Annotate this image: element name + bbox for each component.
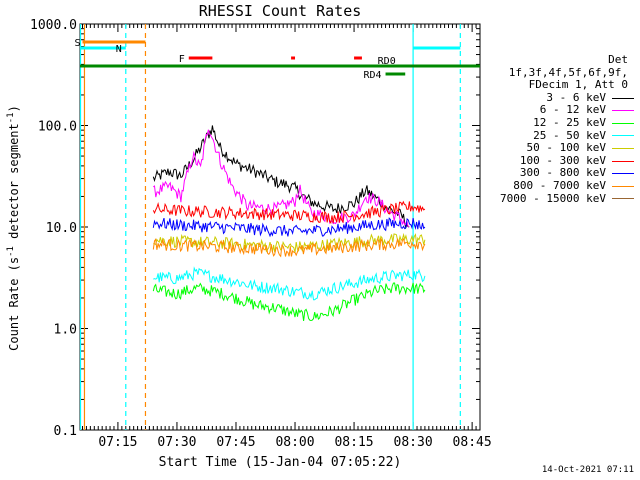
legend-swatch [612,198,634,200]
y-axis-label-part: detector segment [7,123,21,246]
legend-label: 3 - 6 keV [546,90,606,104]
y-tick-label: 10.0 [46,221,77,236]
y-axis-label-exponent: -1 [6,112,16,123]
x-tick-label: 08:00 [275,435,314,450]
series-line [153,129,410,228]
legend-entry: 7000 - 15000 keV [484,191,634,206]
y-axis-label-part: ) [7,105,21,112]
y-axis-label: Count Rate (s-1 detector segment-1) [6,105,21,351]
y-tick-label: 1000.0 [30,18,77,33]
series-line [152,125,410,230]
legend-swatch [612,185,634,187]
legend-swatch [612,110,634,112]
legend-swatch [612,147,634,149]
flag-label: RD0 [378,56,396,67]
legend-swatch [612,173,634,175]
legend-label: 800 - 7000 keV [513,178,606,192]
legend-entry: 800 - 7000 keV [484,178,634,193]
legend-entry: 300 - 800 keV [484,167,634,180]
y-tick-label: 100.0 [38,120,77,135]
legend-label: 7000 - 15000 keV [500,191,606,205]
legend-swatch [612,160,634,162]
flag-label: S [74,38,80,49]
legend-label: 25 - 50 keV [533,128,606,142]
series-line [152,200,426,225]
series-lines [152,125,426,322]
x-tick-label: 07:45 [216,435,255,450]
flag-bars: S N F RD0 RD4 [74,38,480,81]
legend-label: 300 - 800 keV [519,166,606,180]
y-tick-label: 0.1 [54,424,77,439]
series-line [152,282,426,322]
vertical-markers [79,24,461,430]
legend-entry: 12 - 25 keV [484,115,634,130]
x-tick-label: 08:30 [394,435,433,450]
legend-entry: 100 - 300 keV [484,153,634,168]
series-line [152,217,426,238]
legend-swatch [612,122,634,124]
legend-swatch [612,97,634,99]
legend-label: 100 - 300 keV [519,153,606,167]
legend-entries: 3 - 6 keV 6 - 12 keV 12 - 25 keV 25 - 50 ke… [484,90,634,206]
x-tick-label: 07:30 [157,435,196,450]
legend-header-line: FDecim 1, Att 0 [528,78,628,92]
series-line [153,266,426,301]
legend-swatch [612,135,634,137]
x-axis-label: Start Time (15-Jan-04 07:05:22) [159,455,402,470]
series-line [152,237,426,258]
flag-label: RD4 [363,70,381,81]
legend-entry: 3 - 6 keV [484,90,634,105]
legend: Det 1f,3f,4f,5f,6f,9f, FDecim 1, Att 0 3… [484,53,634,206]
x-tick-label: 07:15 [98,435,137,450]
y-tick-label: 1.0 [54,323,77,338]
flag-label: N [116,44,122,55]
y-axis-label-exponent: -1 [6,246,16,257]
legend-entry: 6 - 12 keV [484,104,634,117]
legend-entry: 25 - 50 keV [484,128,634,143]
legend-label: 6 - 12 keV [539,103,606,117]
legend-label: 12 - 25 keV [533,115,606,129]
x-tick-label: 08:45 [453,435,492,450]
flag-label: F [179,54,185,65]
chart-title: RHESSI Count Rates [199,2,362,20]
legend-header-line: Det 1f,3f,4f,5f,6f,9f, [508,53,628,79]
x-tick-label: 08:15 [334,435,373,450]
legend-label: 50 - 100 keV [526,141,606,155]
y-axis-label-part: Count Rate (s [7,257,21,351]
timestamp: 14-Oct-2021 07:11 [541,465,634,475]
legend-entry: 50 - 100 keV [484,142,634,155]
series-line [153,232,426,253]
